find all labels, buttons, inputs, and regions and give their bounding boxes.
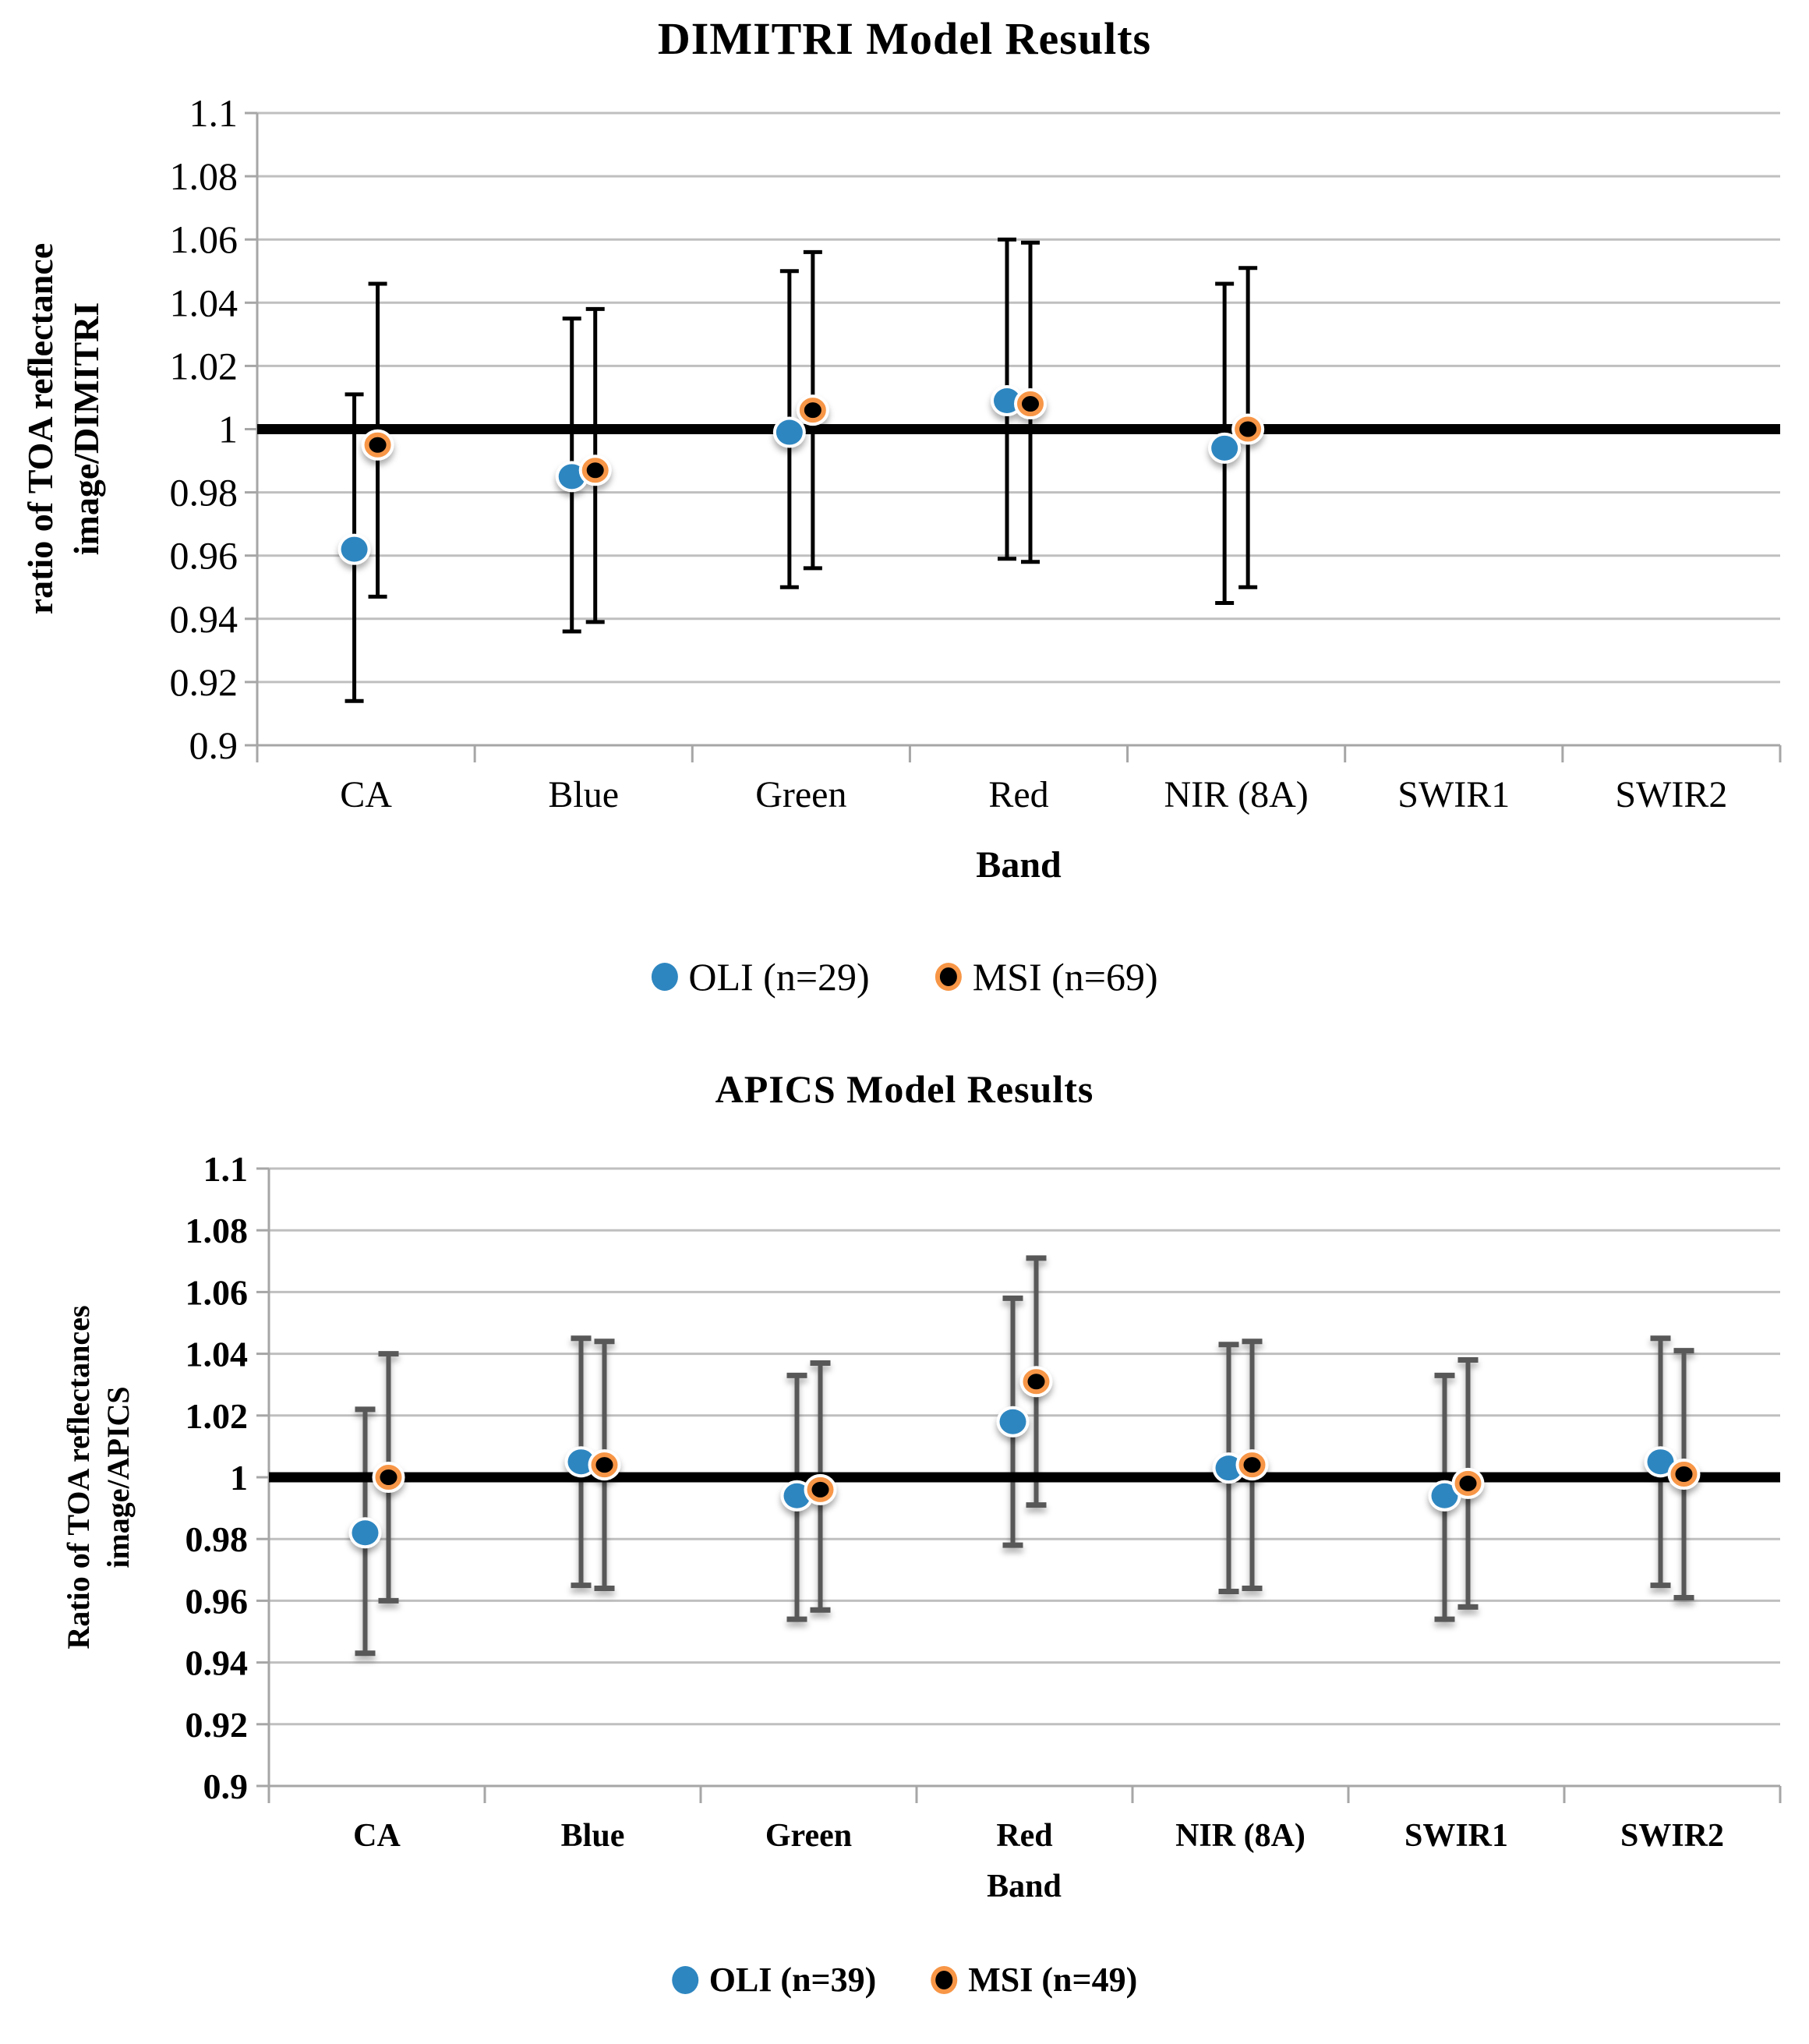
point-msi-Blue	[591, 1452, 618, 1478]
chart-1-plot: 1.1 1.08 1.06 1.04 1.02 1 0.98 0.96 0.94 0.92 0.9 C…	[170, 91, 1782, 815]
point-oli-Blue	[567, 1449, 595, 1475]
y-tick-label: 1.02	[185, 1396, 249, 1436]
point-msi-Red	[1023, 1369, 1050, 1395]
chart1-legend-label-oli: OLI (n=29)	[688, 955, 870, 999]
y-tick-label: 0.96	[185, 1581, 249, 1621]
chart1-y-axis-title: ratio of TOA reflectance image/DIMITRI	[18, 243, 110, 615]
point-msi-Blue	[581, 458, 609, 483]
y-tick-label: 1.06	[185, 1272, 249, 1312]
chart1-title: DIMITRI Model Results	[657, 13, 1152, 64]
x-category-label-CA: CA	[340, 774, 392, 815]
chart1-y-axis-title-line2: image/DIMITRI	[66, 302, 106, 556]
point-msi-Red	[1017, 391, 1044, 417]
point-msi-CA	[375, 1465, 402, 1490]
point-msi-SWIR1	[1454, 1470, 1482, 1496]
y-tick-label: 1.08	[185, 1211, 249, 1250]
chart-2-plot: 1.1 1.08 1.06 1.04 1.02 1 0.98 0.96 0.94 0.92 0.9 C…	[185, 1149, 1782, 1854]
data-markers	[348, 1366, 1701, 1549]
chart1-legend: OLI (n=29) MSI (n=69)	[651, 954, 1158, 999]
y-tick-label: 1.08	[170, 154, 238, 198]
chart2-y-axis-title-line2: image/APICS	[101, 1386, 136, 1568]
error-bars	[355, 1255, 1694, 1657]
x-category-label-SWIR1: SWIR1	[1404, 1818, 1508, 1854]
x-category-label-NIR (8A): NIR (8A)	[1164, 774, 1308, 815]
msi-marker-icon	[935, 963, 962, 991]
point-msi-NIR (8A)	[1235, 416, 1262, 442]
point-oli-CA	[341, 536, 368, 562]
x-category-label-SWIR1: SWIR1	[1397, 774, 1510, 815]
chart2-y-axis-title-line1: Ratio of TOA reflectances	[60, 1305, 96, 1650]
chart1-legend-item-msi: MSI (n=69)	[935, 954, 1158, 999]
y-tick-label: 0.92	[185, 1705, 249, 1745]
y-tick-label: 0.98	[185, 1519, 249, 1559]
y-tick-label: 0.94	[170, 597, 238, 641]
x-category-label-SWIR2: SWIR2	[1615, 774, 1727, 815]
x-category-label-SWIR2: SWIR2	[1620, 1818, 1724, 1854]
point-oli-NIR (8A)	[1211, 435, 1238, 461]
point-msi-NIR (8A)	[1238, 1452, 1266, 1478]
error-bars	[344, 237, 1258, 703]
point-oli-Green	[783, 1483, 811, 1508]
chart2-title: APICS Model Results	[715, 1067, 1094, 1111]
chart1-legend-item-oli: OLI (n=29)	[651, 954, 870, 999]
y-tick-label: 0.94	[185, 1643, 249, 1683]
y-tick-label: 1.1	[203, 1149, 249, 1189]
point-oli-Red	[999, 1409, 1026, 1434]
oli-marker-icon	[671, 1965, 698, 1994]
y-tick-label: 1	[230, 1458, 248, 1498]
x-category-label-Blue: Blue	[561, 1818, 625, 1854]
y-tick-label: 0.92	[170, 660, 238, 704]
y-tick-label: 0.98	[170, 471, 238, 515]
x-category-label-Red: Red	[996, 1818, 1052, 1854]
y-tick-label: 1.06	[170, 217, 238, 261]
point-msi-CA	[364, 432, 391, 458]
oli-marker-icon	[651, 963, 678, 991]
chart2-y-axis-title: Ratio of TOA reflectances image/APICS	[58, 1305, 138, 1649]
y-tick-label: 1.04	[170, 281, 238, 324]
point-oli-NIR (8A)	[1215, 1455, 1242, 1481]
msi-marker-icon	[931, 1965, 958, 1994]
point-oli-SWIR2	[1647, 1449, 1674, 1475]
chart2-legend-item-msi: MSI (n=49)	[931, 1960, 1137, 2000]
chart2-legend-label-oli: OLI (n=39)	[708, 1961, 877, 1999]
y-tick-label: 0.9	[189, 723, 238, 767]
chart2-legend-item-oli: OLI (n=39)	[671, 1960, 877, 2000]
point-msi-Green	[799, 398, 826, 423]
point-msi-SWIR2	[1670, 1462, 1698, 1487]
point-msi-Green	[807, 1476, 834, 1502]
point-oli-CA	[352, 1520, 379, 1546]
chart2-x-axis-title: Band	[987, 1869, 1062, 1904]
chart1-y-axis-title-line1: ratio of TOA reflectance	[20, 242, 61, 615]
point-oli-Red	[994, 388, 1020, 414]
x-category-label-CA: CA	[353, 1818, 401, 1854]
point-oli-Green	[776, 419, 803, 445]
y-tick-label: 1	[218, 408, 238, 451]
point-oli-Blue	[558, 464, 585, 490]
x-category-label-Blue: Blue	[548, 774, 619, 815]
y-tick-label: 1.02	[170, 344, 238, 387]
data-markers	[337, 385, 1265, 565]
point-oli-SWIR1	[1431, 1483, 1458, 1508]
y-tick-label: 1.1	[189, 91, 238, 135]
y-tick-label: 0.9	[203, 1766, 249, 1806]
x-category-label-NIR (8A): NIR (8A)	[1175, 1818, 1306, 1854]
x-category-label-Green: Green	[755, 774, 846, 815]
x-category-label-Green: Green	[765, 1818, 852, 1854]
chart2-legend: OLI (n=39) MSI (n=49)	[671, 1960, 1137, 2000]
chart1-x-axis-title: Band	[976, 844, 1062, 886]
x-category-label-Red: Red	[988, 774, 1048, 815]
y-tick-label: 1.04	[185, 1335, 249, 1374]
chart2-legend-label-msi: MSI (n=49)	[968, 1961, 1138, 1999]
chart1-legend-label-msi: MSI (n=69)	[972, 955, 1158, 999]
y-tick-label: 0.96	[170, 534, 238, 578]
